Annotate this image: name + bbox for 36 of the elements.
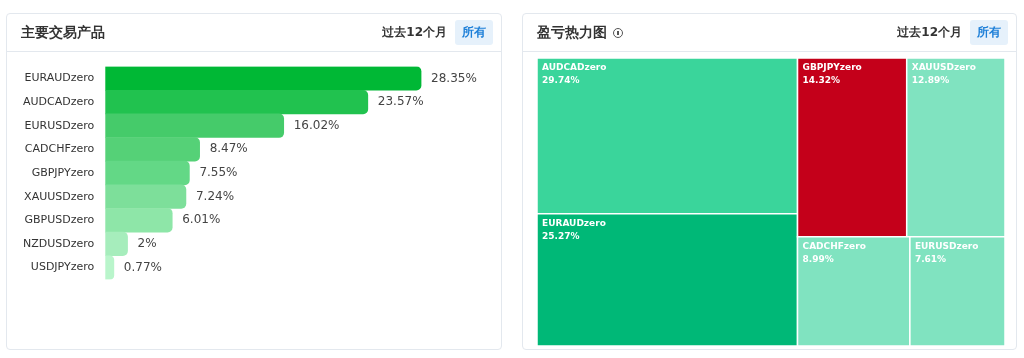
category-label: GBPJPYzero (802, 62, 862, 73)
text: 所有 (455, 20, 493, 45)
y-tick-label: GBPUSDzero (24, 213, 95, 227)
data-label: 7.61% (914, 254, 947, 265)
text: 过去12个月 (897, 24, 962, 41)
data-label: 2% (137, 236, 157, 251)
data-label: 0.77% (123, 259, 162, 274)
y-tick-label: EURUSDzero (24, 118, 95, 132)
text: 过去12个月 (382, 24, 447, 41)
data-label: 7.55% (199, 165, 238, 180)
y-tick-label: NZDUSDzero (22, 236, 95, 250)
data-label: 29.74% (542, 75, 580, 86)
data-label: 6.01% (182, 212, 221, 227)
data-label: 12.89% (911, 75, 950, 86)
data-label: 28.35% (431, 70, 477, 85)
y-tick-label: USDJPYzero (30, 260, 95, 274)
category-label: AUDCADzero (542, 62, 607, 73)
category-label: XAUUSDzero (911, 62, 976, 73)
y-tick-label: XAUUSDzero (24, 189, 95, 203)
chart-title: 主要交易产品 (21, 24, 105, 42)
data-label: 23.57% (377, 94, 424, 109)
text: 盈亏热力图 (537, 24, 607, 42)
y-tick-label: CADCHFzero (24, 142, 95, 156)
y-tick-label: GBPJPYzero (31, 165, 95, 179)
data-label: 25.27% (542, 231, 580, 242)
category-label: CADCHFzero (802, 241, 866, 252)
category-label: EURAUDzero (542, 218, 606, 229)
data-label: 8.47% (209, 141, 248, 156)
data-label: 8.99% (802, 254, 834, 265)
y-tick-label: EURAUDzero (24, 71, 95, 85)
data-label: 7.24% (195, 188, 235, 203)
category-label: EURUSDzero (914, 241, 979, 252)
y-tick-label: AUDCADzero (23, 94, 95, 108)
data-label: 16.02% (293, 117, 340, 132)
data-label: 14.32% (802, 75, 841, 86)
text: 所有 (970, 20, 1008, 45)
